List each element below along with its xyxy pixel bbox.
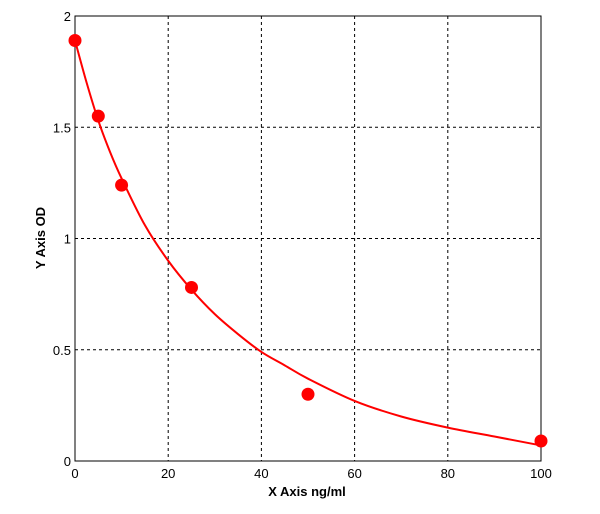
x-tick-label: 100 [530,466,552,481]
data-point [301,387,315,401]
plot-frame [74,15,542,462]
data-point [115,178,129,192]
y-axis-label: Y Axis OD [33,207,48,269]
tick-labels: 0 20 40 60 80 100 0 0.5 1 1.5 2 [53,9,552,481]
x-tick-label: 60 [347,466,361,481]
fit-curve [74,40,542,447]
data-point [68,33,82,47]
data-point [91,109,105,123]
y-tick-label: 0.5 [53,343,71,358]
y-tick-label: 0 [64,454,71,469]
x-axis-label: X Axis ng/ml [268,484,346,499]
y-tick-label: 1.5 [53,120,71,135]
y-tick-label: 2 [64,9,71,24]
x-tick-label: 0 [71,466,78,481]
data-point [534,434,548,448]
x-tick-label: 20 [161,466,175,481]
grid [75,16,541,461]
data-points [68,33,548,448]
y-tick-label: 1 [64,232,71,247]
x-tick-label: 80 [441,466,455,481]
data-point [185,280,198,294]
x-tick-label: 40 [254,466,268,481]
